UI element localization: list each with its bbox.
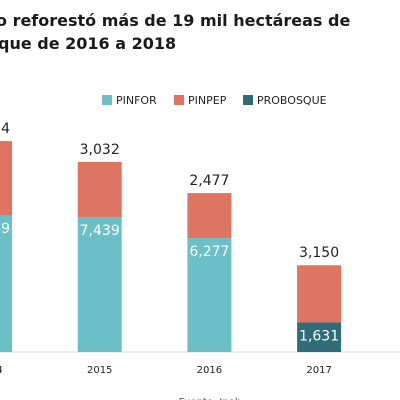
bar-segment [187,193,232,239]
x-tick-label: 2016 [197,365,222,376]
bar-segment [77,161,122,217]
value-label: 6,277 [189,244,229,260]
bar-segment [0,214,12,352]
legend-swatch [243,95,253,105]
bar-segment [297,322,342,352]
legend-swatch [102,95,112,105]
value-label: 7,439 [80,223,120,239]
value-label: 1,631 [299,328,339,344]
source: Fuente: Inab [179,397,241,400]
bar-segment [77,216,122,352]
x-tick-label: 2014 [0,365,3,376]
value-label: 3,032 [80,142,120,158]
value-label: 7,549 [0,221,10,237]
value-label: 3,150 [299,245,339,261]
x-tick-label: 2015 [87,365,112,376]
x-tick-label: 2017 [306,365,331,376]
legend-label: PROBOSQUE [257,94,327,107]
value-label: 2,477 [189,173,229,189]
legend-label: PINFOR [116,94,157,107]
value-label: 4,074 [0,121,10,137]
legend-swatch [174,95,184,105]
chart-title: que de 2016 a 2018 [0,34,176,53]
chart-title: o reforestó más de 19 mil hectáreas de [0,11,350,30]
bar-segment [187,238,232,352]
legend-label: PINPEP [188,94,227,107]
bar-segment [297,265,342,323]
bar-segment [0,141,12,215]
